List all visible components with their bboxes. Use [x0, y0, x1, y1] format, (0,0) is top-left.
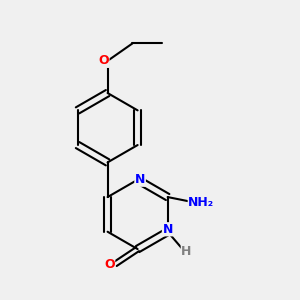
Text: H: H [181, 245, 192, 258]
Text: NH₂: NH₂ [188, 196, 214, 208]
Text: O: O [104, 258, 115, 272]
Text: N: N [163, 223, 173, 236]
Text: N: N [135, 173, 145, 186]
Text: O: O [98, 54, 109, 67]
